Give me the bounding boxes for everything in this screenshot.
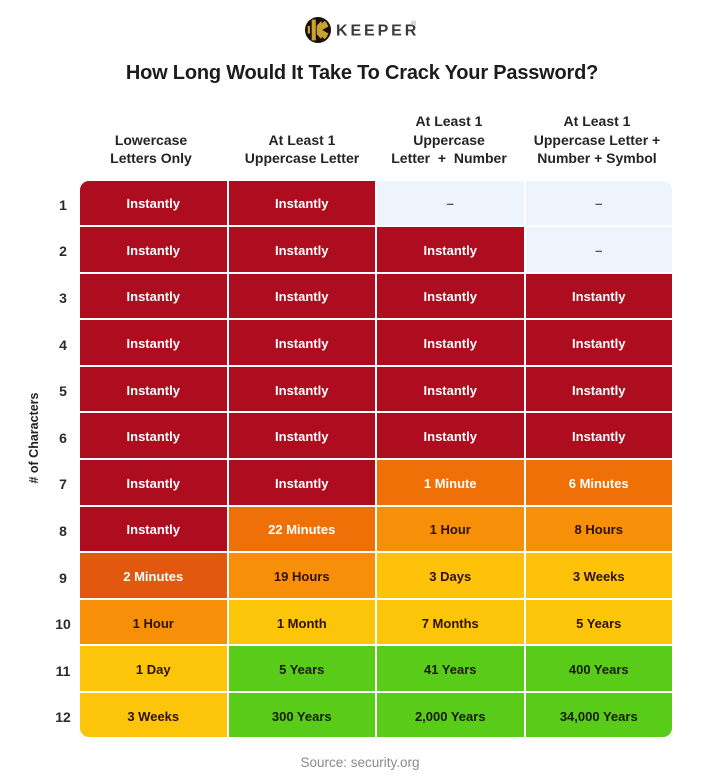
- svg-text:®: ®: [411, 20, 417, 28]
- svg-text:KEEPER: KEEPER: [336, 23, 419, 40]
